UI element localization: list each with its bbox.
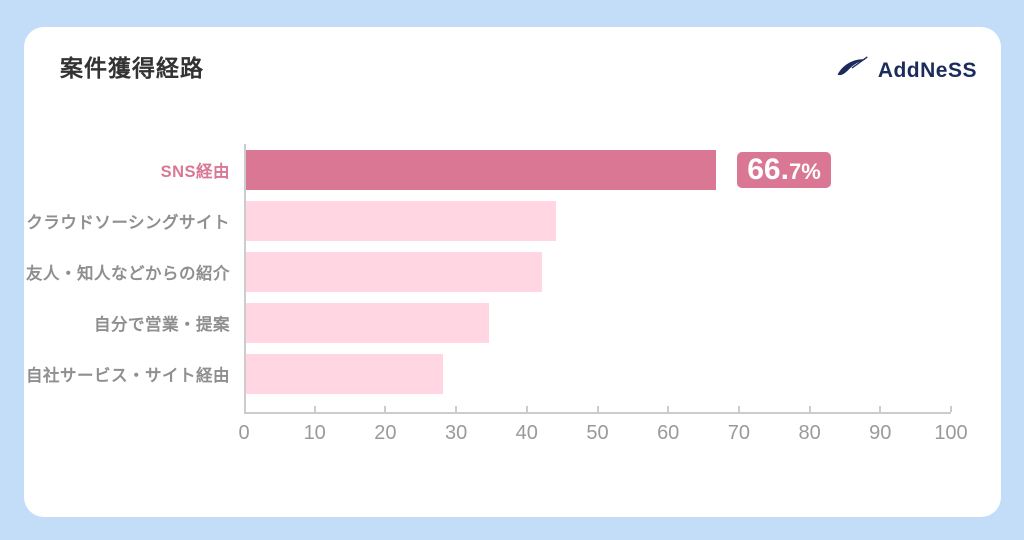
page-title: 案件獲得経路 xyxy=(60,55,204,81)
tick-label: 70 xyxy=(727,422,751,444)
bar-track xyxy=(244,195,951,246)
tick-label: 100 xyxy=(934,422,968,444)
card-header: 案件獲得経路 AddNeSS xyxy=(24,27,1001,86)
tick-label: 50 xyxy=(586,422,609,444)
value-badge: 66. 7% xyxy=(737,151,831,188)
tick-label: 10 xyxy=(303,422,326,444)
tick-mark xyxy=(808,406,811,412)
tick-mark xyxy=(525,406,528,412)
bar-track xyxy=(244,348,951,399)
bar-own-site xyxy=(246,353,444,394)
tick-mark xyxy=(384,406,387,412)
tick-mark xyxy=(667,406,670,412)
tick-label: 40 xyxy=(515,422,538,444)
category-label: SNS経由 xyxy=(160,162,230,181)
x-axis: 0 10 20 30 40 50 60 70 80 90 100 xyxy=(24,406,968,448)
bar-row: 友人・知人などからの紹介 xyxy=(24,246,951,297)
tick-label: 30 xyxy=(444,422,468,444)
bar-track xyxy=(244,297,951,348)
bar-row: SNS経由 66. 7% xyxy=(24,144,951,195)
bar-referral xyxy=(246,251,543,292)
category-label: 自社サービス・サイト経由 xyxy=(26,366,230,385)
tick-mark xyxy=(313,406,316,412)
chart-card: 案件獲得経路 AddNeSS SNS経由 66. 7% クラウドソ xyxy=(24,27,1001,517)
tick-mark xyxy=(950,406,952,412)
bar-sns xyxy=(246,149,717,190)
value-badge-sub: 7% xyxy=(788,158,821,184)
bar-track: 66. 7% xyxy=(244,144,951,195)
tick-label: 0 xyxy=(238,422,250,444)
tick-mark xyxy=(879,406,882,412)
bar-crowdsourcing xyxy=(246,200,557,241)
bar-row: クラウドソーシングサイト xyxy=(24,195,951,246)
tick-mark xyxy=(596,406,599,412)
category-label: 友人・知人などからの紹介 xyxy=(26,264,230,283)
addness-logo: AddNeSS xyxy=(835,55,977,86)
tick-label: 60 xyxy=(657,422,680,444)
logo-text: AddNeSS xyxy=(877,58,977,82)
tick-mark xyxy=(455,406,458,412)
bar-row: 自社サービス・サイト経由 xyxy=(24,348,951,399)
bar-track xyxy=(244,246,951,297)
category-label: 自分で営業・提案 xyxy=(94,315,230,334)
tick-label: 80 xyxy=(798,422,821,444)
tick-mark xyxy=(737,406,740,412)
swoosh-logo-icon xyxy=(835,55,869,86)
bar-row: 自分で営業・提案 xyxy=(24,297,951,348)
x-axis-track: 0 10 20 30 40 50 60 70 80 90 100 xyxy=(238,406,968,448)
value-badge-main: 66. xyxy=(747,152,789,186)
tick-label: 90 xyxy=(869,422,892,444)
bar-chart: SNS経由 66. 7% クラウドソーシングサイト 友人・知人などからの紹介 自… xyxy=(24,144,968,448)
plot-spacer xyxy=(24,399,951,412)
tick-label: 20 xyxy=(374,422,397,444)
category-label: クラウドソーシングサイト xyxy=(26,213,230,232)
bar-self-sales xyxy=(246,302,490,343)
